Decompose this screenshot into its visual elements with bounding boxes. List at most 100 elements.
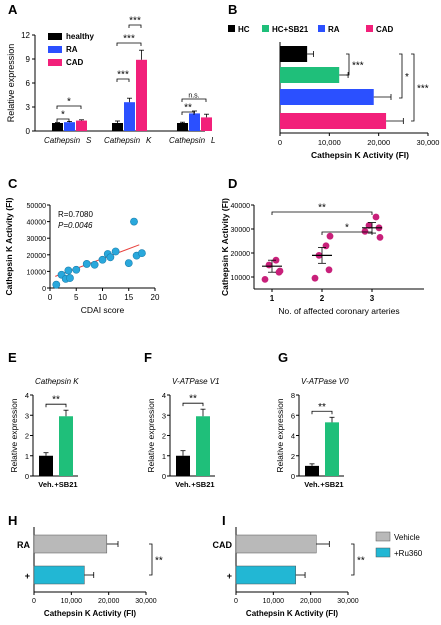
panel-c-y-tick-label: 50000 — [27, 203, 47, 210]
panel-e-letter: E — [8, 350, 17, 365]
panel-f-y-tick-label: 0 — [162, 472, 166, 481]
panel-a-y-label: Relative expression — [6, 44, 16, 123]
panel-a-bar-cad — [136, 59, 147, 131]
panel-c-point — [82, 260, 91, 268]
panel-c-point — [90, 260, 99, 269]
panel-f-y-tick-label: 2 — [162, 432, 166, 441]
panel-d-sig-label: * — [345, 223, 349, 234]
panel-f-y-tick-label: 4 — [162, 391, 166, 400]
panel-h-sig-bracket — [149, 543, 153, 576]
panel-i-x-tick-label: 10,000 — [263, 598, 285, 605]
panel-i-y-tick-label: CAD — [213, 540, 233, 550]
panel-c-x-tick-label: 0 — [48, 293, 53, 302]
panel-d-sig-bracket — [321, 231, 373, 235]
panel-g-y-tick-label: 8 — [291, 391, 295, 400]
panel-d-sig-bracket — [271, 211, 373, 215]
panel-c-x-label: CDAI score — [81, 305, 125, 315]
panel-g-x-tick-label: +SB21 — [320, 480, 343, 489]
panel-f-letter: F — [144, 350, 152, 365]
panel-i-x-tick-label: 0 — [234, 598, 238, 605]
panel-a-legend-swatch — [48, 33, 62, 40]
panel-i-x-tick-label: 20,000 — [300, 598, 322, 605]
panel-a-sig-label: * — [67, 97, 71, 108]
panel-h-letter: H — [8, 513, 17, 528]
panel-a-sig-bracket — [116, 78, 130, 82]
panel-d-point — [325, 266, 333, 274]
panel-a-bar-ra — [189, 113, 200, 131]
panel-c-y-label: Cathepsin K Activity (FI) — [4, 197, 14, 295]
panel-i-x-label: Cathepsin K Activity (FI) — [246, 609, 338, 618]
legend-swatch-ru360 — [375, 547, 391, 558]
panel-a-sig-label: ** — [184, 103, 192, 114]
panel-b-x-label: Cathepsin K Activity (FI) — [311, 150, 409, 160]
panel-c-y-tick-label: 20000 — [27, 253, 47, 260]
panel-d-y-label: Cathepsin K Activity (FI) — [220, 198, 230, 296]
panel-g-bar-vehicle — [305, 465, 319, 476]
panel-g-y-tick-label: 6 — [291, 411, 295, 420]
panel-h-bar-ru360 — [33, 565, 85, 585]
panel-a-bar-cad — [201, 117, 212, 131]
panel-d-point — [361, 228, 369, 235]
panel-g-y-label: Relative expression — [275, 398, 285, 472]
panel-e-x-tick-label: +SB21 — [54, 480, 77, 489]
panel-e-sig-bracket — [45, 403, 67, 408]
panel-f-y-tick-label: 3 — [162, 411, 166, 420]
panel-h-x-label: Cathepsin K Activity (FI) — [44, 609, 136, 618]
panel-g-y-tick-label: 0 — [291, 472, 295, 481]
panel-a-bar-ra — [64, 122, 75, 131]
panel-a-sig-bracket — [56, 105, 82, 109]
panel-h-x-tick-label: 30,000 — [135, 598, 157, 605]
panel-i-x-tick-label: 30,000 — [337, 598, 359, 605]
panel-g-x-tick-label: Veh. — [304, 480, 319, 489]
panel-f-title: V-ATPase V1 — [172, 377, 220, 386]
panel-b-legend-label: CAD — [376, 25, 394, 34]
panel-a-sig-bracket — [181, 111, 195, 115]
panel-c-point — [98, 255, 107, 264]
panel-b-bar-cad — [280, 113, 387, 129]
panel-i-letter: I — [222, 513, 226, 528]
panel-e-title: Cathepsin K — [35, 377, 79, 386]
panel-b-x-tick-label: 0 — [278, 138, 282, 147]
panel-a-category-letter: S — [86, 136, 92, 145]
panel-h-x-tick-label: 10,000 — [61, 598, 83, 605]
panel-e-y-tick-label: 3 — [25, 411, 29, 420]
panel-d-y-tick-label: 30000 — [231, 227, 251, 234]
panel-a-y-tick-label: 9 — [26, 55, 31, 64]
panel-f-bar-sb21 — [196, 416, 210, 476]
panel-e-y-tick-label: 1 — [25, 452, 29, 461]
panel-e-sig-label: ** — [52, 395, 60, 406]
panel-a-category-name: Cathepsin — [169, 136, 206, 145]
panel-h-sig-label: ** — [155, 556, 163, 567]
panel-f-sig-bracket — [182, 402, 204, 407]
legend-label-ru360: +Ru360 — [394, 549, 423, 558]
panel-d-y-tick-label: 20000 — [231, 251, 251, 258]
panel-h-x-tick-label: 0 — [32, 598, 36, 605]
panel-h-x-tick-label: 20,000 — [98, 598, 120, 605]
panel-a-legend-label: healthy — [66, 32, 95, 41]
panel-b-bar-hc — [280, 46, 308, 62]
panel-b-letter: B — [228, 2, 237, 17]
panel-g-y-tick-label: 2 — [291, 452, 295, 461]
panel-a-letter: A — [8, 2, 18, 17]
panel-i-y-tick-label: + — [227, 571, 232, 581]
panel-g-y-tick-label: 4 — [291, 432, 295, 441]
panel-d-point — [326, 232, 334, 240]
panel-a-bar-ra — [124, 102, 135, 131]
panel-g-bar-sb21 — [325, 422, 339, 476]
panel-a-bar-healthy — [112, 123, 123, 131]
panel-g-sig-label: ** — [318, 402, 326, 413]
panel-b-legend-label: HC — [238, 25, 250, 34]
panel-c-r-value: R=0.7080 — [58, 210, 93, 219]
panel-f-sig-label: ** — [189, 394, 197, 405]
panel-b-x-tick-label: 20,000 — [367, 138, 390, 147]
panel-h-bar-vehicle — [33, 534, 108, 554]
panel-b-legend-label: RA — [328, 25, 340, 34]
panel-a-category-name: Cathepsin — [104, 136, 141, 145]
panel-a-sig-label: *** — [123, 34, 135, 45]
panel-a-category-letter: K — [146, 136, 152, 145]
panel-h-y-tick-label: RA — [17, 540, 30, 550]
panel-g-letter: G — [278, 350, 288, 365]
panel-c-x-tick-label: 20 — [151, 293, 160, 302]
panel-a-y-tick-label: 12 — [21, 31, 30, 40]
